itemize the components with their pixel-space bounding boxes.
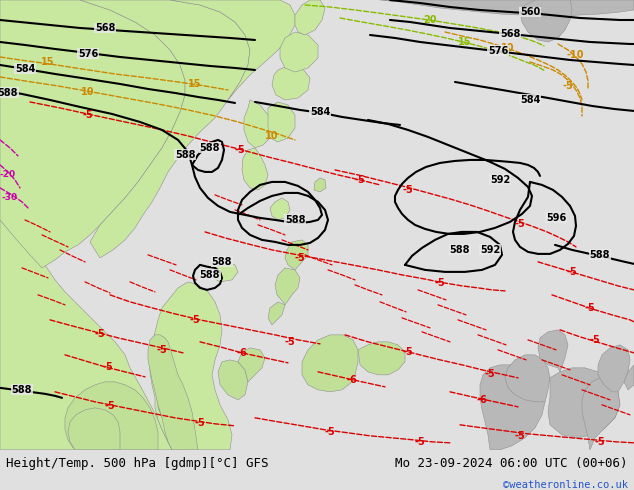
Polygon shape (238, 348, 265, 382)
Text: -6: -6 (347, 375, 358, 385)
Text: 576: 576 (78, 49, 98, 59)
Polygon shape (242, 148, 268, 190)
Text: Mo 23-09-2024 06:00 UTC (00+06): Mo 23-09-2024 06:00 UTC (00+06) (395, 457, 628, 470)
Polygon shape (272, 65, 310, 100)
Text: -5: -5 (94, 329, 105, 339)
Polygon shape (0, 0, 185, 268)
Text: -5: -5 (515, 219, 526, 229)
Text: -5: -5 (590, 335, 600, 345)
Polygon shape (65, 382, 158, 450)
Polygon shape (302, 335, 358, 392)
Polygon shape (158, 350, 185, 450)
Polygon shape (270, 198, 290, 220)
Polygon shape (548, 368, 620, 438)
Polygon shape (80, 0, 250, 258)
Text: -5: -5 (82, 110, 93, 120)
Polygon shape (268, 302, 285, 325)
Polygon shape (380, 0, 634, 16)
Polygon shape (624, 365, 634, 390)
Polygon shape (275, 268, 300, 305)
Text: 15: 15 (41, 57, 55, 67)
Text: 568: 568 (500, 29, 520, 39)
Text: -5: -5 (595, 437, 605, 447)
Polygon shape (480, 365, 545, 450)
Text: -5: -5 (235, 145, 245, 155)
Polygon shape (213, 262, 238, 282)
Polygon shape (598, 345, 630, 392)
Polygon shape (582, 378, 620, 450)
Text: -5: -5 (484, 369, 495, 379)
Polygon shape (295, 0, 325, 35)
Text: -5: -5 (403, 347, 413, 357)
Polygon shape (148, 335, 198, 450)
Text: -5: -5 (415, 437, 425, 447)
Polygon shape (285, 240, 308, 270)
Polygon shape (170, 0, 295, 100)
Text: Height/Temp. 500 hPa [gdmp][°C] GFS: Height/Temp. 500 hPa [gdmp][°C] GFS (6, 457, 269, 470)
Text: 568: 568 (95, 23, 115, 33)
Polygon shape (218, 360, 248, 400)
Text: 576: 576 (488, 46, 508, 56)
Polygon shape (358, 342, 405, 375)
Text: 592: 592 (490, 175, 510, 185)
Text: 15: 15 (188, 79, 202, 89)
Text: 588: 588 (200, 270, 220, 280)
Text: -5: -5 (285, 337, 295, 347)
Text: -5: -5 (567, 267, 578, 277)
Text: 588: 588 (450, 245, 470, 255)
Text: -5: -5 (195, 418, 205, 428)
Polygon shape (150, 282, 232, 450)
Polygon shape (280, 32, 318, 72)
Text: -6: -6 (477, 395, 488, 405)
Text: 10: 10 (501, 43, 515, 53)
Polygon shape (0, 0, 172, 450)
Polygon shape (68, 408, 120, 450)
Text: 592: 592 (480, 245, 500, 255)
Text: 588: 588 (590, 250, 611, 260)
Text: -10: -10 (566, 50, 584, 60)
Text: 20: 20 (424, 15, 437, 25)
Text: -5: -5 (562, 81, 573, 91)
Polygon shape (244, 100, 272, 148)
Text: 584: 584 (15, 64, 36, 74)
Text: ©weatheronline.co.uk: ©weatheronline.co.uk (503, 480, 628, 490)
Text: 10: 10 (265, 131, 279, 141)
Polygon shape (314, 178, 326, 192)
Text: -5: -5 (295, 253, 306, 263)
Text: -6: -6 (236, 348, 247, 358)
Text: 560: 560 (520, 7, 540, 17)
Polygon shape (538, 330, 568, 372)
Text: 10: 10 (81, 87, 94, 97)
Text: 588: 588 (200, 143, 220, 153)
Text: 596: 596 (546, 213, 566, 223)
Polygon shape (505, 355, 550, 402)
Text: 588: 588 (175, 150, 195, 160)
Text: 584: 584 (310, 107, 330, 117)
Text: -5: -5 (325, 427, 335, 437)
Polygon shape (268, 102, 295, 142)
Text: -5: -5 (403, 185, 413, 195)
Polygon shape (520, 0, 572, 42)
Text: -30: -30 (2, 194, 18, 202)
Text: -5: -5 (105, 401, 115, 411)
Text: -5: -5 (515, 431, 526, 441)
Text: -5: -5 (190, 315, 200, 325)
Text: -5: -5 (354, 175, 365, 185)
Text: 588: 588 (12, 385, 32, 395)
Text: 588: 588 (212, 257, 232, 267)
Text: 584: 584 (520, 95, 540, 105)
Text: -5: -5 (585, 303, 595, 313)
Text: -5: -5 (157, 345, 167, 355)
Text: -20: -20 (0, 171, 16, 179)
Text: -5: -5 (435, 278, 445, 288)
Text: 588: 588 (0, 88, 18, 98)
Text: -5: -5 (103, 362, 113, 372)
Text: 588: 588 (285, 215, 305, 225)
Text: 15: 15 (458, 37, 472, 47)
